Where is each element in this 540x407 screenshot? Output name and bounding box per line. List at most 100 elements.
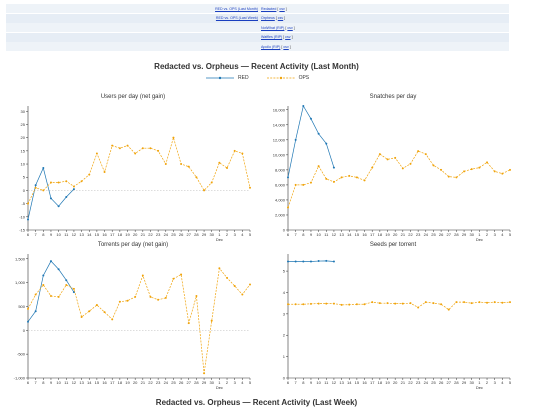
data-point-ops [417,306,420,309]
x-tick-label: 10 [56,232,61,237]
x-tick-label: 4 [241,232,244,237]
data-point-ops [27,202,29,205]
x-tick-label: 11 [64,232,69,237]
y-tick-label: 15 [21,148,26,153]
nav-right-cell: Redacted[csv] [261,7,509,11]
data-point-red [27,218,29,221]
last-week-link[interactable]: RED vs. OPS (Last Week) [215,16,258,20]
csv-link-apollo[interactable]: csv [283,44,289,49]
csv-link-notwhat[interactable]: csv [287,25,293,30]
data-point-red [302,260,305,263]
x-tick-label: 9 [50,380,53,385]
x-tick-label: 16 [362,232,367,237]
x-tick-label: 14 [347,232,352,237]
nav-left-cell: RED vs. OPS (Last Week) [6,16,261,20]
data-point-ops [233,284,236,287]
data-point-ops [394,156,397,159]
x-tick-label: 23 [156,232,161,237]
legend-swatch-ops [266,76,295,80]
y-tick-label: 16,000 [273,107,286,112]
data-point-ops [126,299,129,302]
y-tick-label: 3 [283,311,286,316]
x-tick-label: 18 [118,232,123,237]
data-point-ops [134,295,137,298]
data-point-red [34,310,37,313]
series-line-ops [27,136,251,204]
legend-swatch-red [206,76,234,80]
chart-title: Seeds per torrent [369,242,417,248]
y-tick-label: 10 [21,162,26,167]
data-point-ops [348,174,351,177]
tracker-link-notwhat[interactable]: NotWhat (RIP) [261,25,285,30]
data-point-ops [57,181,60,184]
nav-row: Apollo (RIP)[csv] [6,42,509,51]
x-tick-label: 23 [416,380,421,385]
x-tick-label: 24 [424,232,429,237]
y-tick-label: 12,000 [273,137,286,142]
data-point-ops [157,298,160,301]
nav-row: RED vs. OPS (Last Month) Redacted[csv] [6,4,509,13]
nav-table: RED vs. OPS (Last Month) Redacted[csv] R… [6,4,509,52]
x-tick-label: 12 [72,380,77,385]
x-tick-label: 21 [141,232,146,237]
series-line-ops [288,301,511,311]
x-tick-label: 27 [187,232,192,237]
x-tick-label: 2 [226,232,229,237]
x-tick-label: 19 [385,232,390,237]
tracker-link-waffles[interactable]: Waffles (RIP) [261,35,283,39]
data-point-ops [111,144,114,147]
x-tick-label: 8 [302,380,305,385]
x-tick-label: 30 [209,380,214,385]
x-tick-label: 28 [194,232,199,237]
data-point-ops [409,162,412,165]
x-tick-label: 18 [118,380,123,385]
x-tick-label: 9 [310,380,313,385]
tracker-link-redacted[interactable]: Redacted [261,6,277,11]
x-tick-label: 6 [27,232,30,237]
data-point-ops [180,163,183,166]
data-point-ops [49,294,52,297]
x-tick-label: 6 [287,380,290,385]
tracker-link-apollo[interactable]: Apollo (RIP) [261,44,281,49]
x-tick-label: 8 [42,380,45,385]
legend-label-red: RED [238,75,249,81]
data-point-ops [241,293,244,296]
legend-item-ops: OPS [266,75,309,81]
csv-link-redacted[interactable]: csv [279,6,285,11]
x-tick-label: 6 [287,232,290,237]
x-tick-label: 27 [187,380,192,385]
y-tick-label: 500 [18,304,25,309]
x-tick-label: 17 [110,380,115,385]
x-tick-label: 8 [42,232,45,237]
last-month-link[interactable]: RED vs. OPS (Last Month) [215,6,258,11]
x-tick-label: 10 [316,232,321,237]
page-title: Redacted vs. Orpheus — Recent Activity (… [154,62,359,71]
y-tick-label: -10 [19,214,26,219]
legend-item-red: RED [206,75,249,81]
data-point-red [57,268,60,271]
x-tick-label: 18 [378,380,383,385]
x-tick-label: 20 [393,232,398,237]
x-tick-label: 17 [370,232,375,237]
data-point-ops [355,303,358,306]
x-tick-label: 23 [156,380,161,385]
x-tick-label: 10 [56,380,61,385]
x-tick-sublabel: Dec [476,237,483,242]
x-tick-label: 17 [370,380,375,385]
csv-link-waffles[interactable]: csv [285,35,291,39]
data-point-red [317,132,320,135]
data-point-red [309,117,312,120]
x-tick-sublabel: Dec [476,385,483,390]
x-tick-label: 20 [133,232,138,237]
nav-row: NotWhat (RIP)[csv] [6,23,509,32]
tracker-link-orpheus[interactable]: Orpheus [261,16,275,20]
x-tick-label: 30 [469,232,474,237]
csv-link-orpheus[interactable]: csv [277,16,284,20]
separator: ] [293,25,295,30]
data-point-ops [386,302,389,305]
data-point-ops [172,277,175,280]
data-point-ops [386,158,389,161]
data-point-ops [72,287,75,290]
data-point-ops [249,283,251,286]
y-tick-label: 20 [21,135,26,140]
